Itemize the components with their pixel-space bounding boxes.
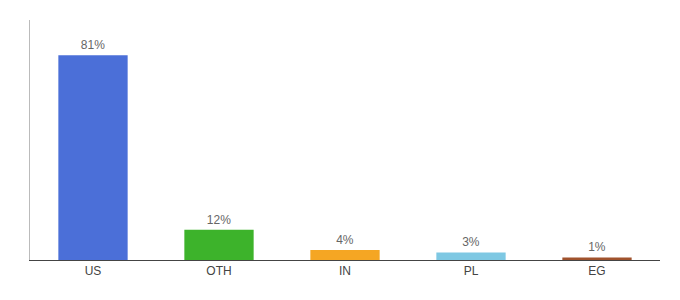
svg-text:4%: 4%: [336, 233, 354, 247]
svg-text:81%: 81%: [81, 38, 105, 52]
svg-text:EG: EG: [588, 264, 605, 278]
svg-text:PL: PL: [464, 264, 479, 278]
svg-text:IN: IN: [339, 264, 351, 278]
svg-text:12%: 12%: [207, 213, 231, 227]
svg-text:3%: 3%: [462, 235, 480, 249]
svg-text:OTH: OTH: [206, 264, 231, 278]
svg-text:US: US: [85, 264, 102, 278]
svg-text:1%: 1%: [588, 240, 606, 254]
